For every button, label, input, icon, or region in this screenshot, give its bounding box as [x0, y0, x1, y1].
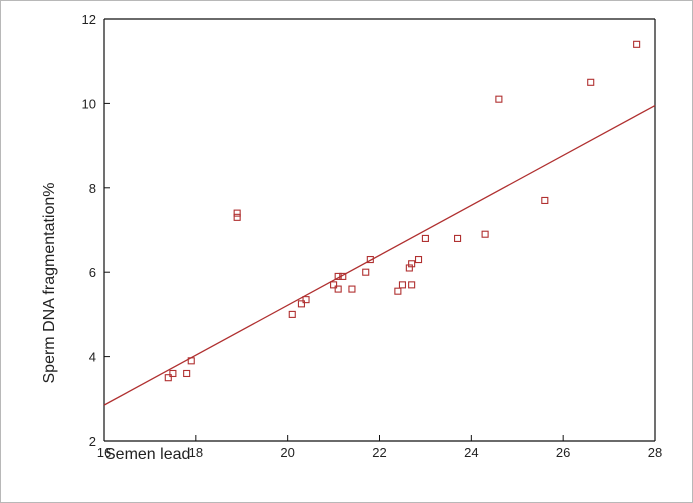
data-point	[398, 281, 407, 289]
data-point	[633, 40, 641, 48]
regression-line	[103, 104, 656, 406]
x-tick-label: 28	[648, 445, 662, 460]
x-axis-title: Semen lead	[105, 446, 190, 463]
data-point	[233, 209, 241, 217]
data-point	[233, 213, 241, 221]
data-point	[187, 357, 195, 365]
x-tick-label: 22	[372, 445, 386, 460]
data-point	[362, 268, 370, 276]
data-point	[405, 264, 413, 272]
y-tick-label: 12	[82, 12, 96, 27]
data-point	[481, 230, 489, 238]
data-point	[339, 272, 347, 280]
data-point	[394, 287, 402, 295]
data-point	[334, 272, 342, 280]
data-point	[288, 310, 296, 318]
data-point	[334, 285, 342, 293]
data-point	[454, 234, 462, 242]
data-point	[541, 196, 549, 205]
data-point	[302, 296, 310, 304]
x-ticks: 16 18 20 22 24 26 28	[97, 435, 662, 460]
data-points	[164, 40, 641, 382]
data-point	[297, 300, 305, 308]
x-tick-label: 18	[189, 445, 203, 460]
y-tick-label: 10	[82, 96, 96, 111]
data-point	[587, 78, 595, 86]
x-tick-label: 26	[556, 445, 570, 460]
data-point	[408, 260, 416, 268]
y-ticks: 2 4 6 8 10 12	[82, 12, 110, 449]
data-point	[495, 95, 503, 103]
regression-line-group	[103, 104, 656, 406]
data-point	[366, 255, 374, 264]
y-tick-label: 4	[89, 350, 96, 365]
data-point	[348, 285, 356, 293]
data-point	[169, 369, 177, 378]
x-tick-label: 20	[280, 445, 294, 460]
data-point	[183, 369, 191, 378]
y-tick-label: 2	[89, 434, 96, 449]
y-axis-title: Sperm DNA fragmentation%	[41, 183, 58, 384]
y-tick-label: 8	[89, 181, 96, 196]
x-tick-label: 24	[464, 445, 478, 460]
data-point	[164, 374, 172, 382]
data-point	[421, 234, 429, 242]
data-point	[408, 281, 416, 289]
y-tick-label: 6	[89, 265, 96, 280]
axes	[103, 18, 656, 442]
x-tick-label: 16	[97, 445, 111, 460]
data-point	[414, 255, 423, 264]
data-point	[330, 281, 338, 289]
